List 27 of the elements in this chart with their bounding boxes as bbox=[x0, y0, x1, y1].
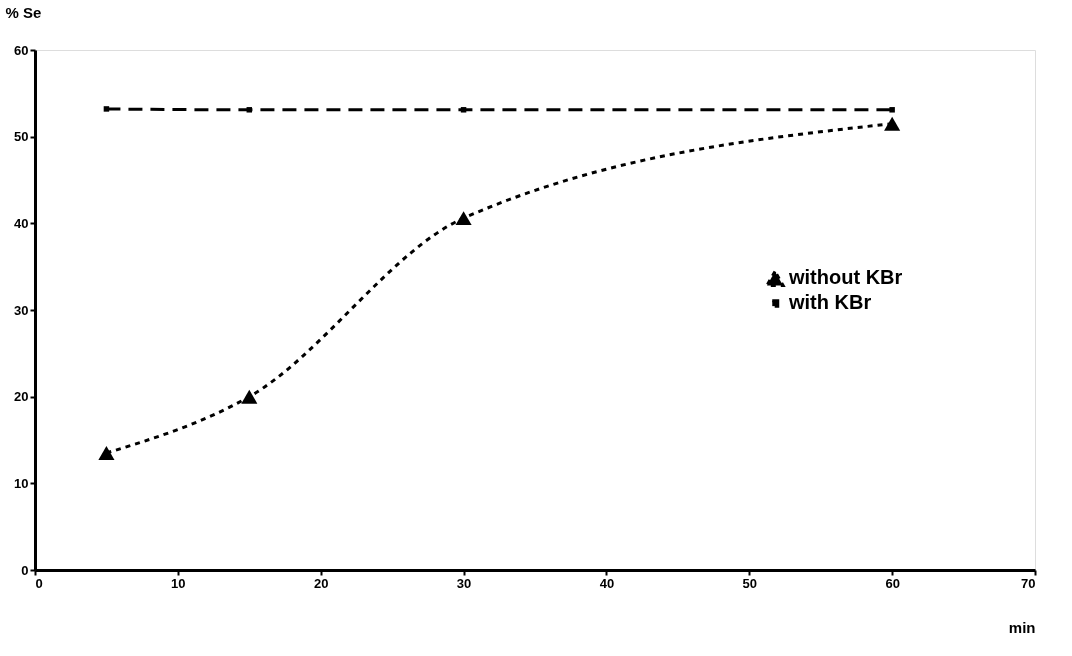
point bbox=[460, 107, 467, 113]
y-tick-label: 10 bbox=[14, 475, 29, 491]
point bbox=[889, 107, 895, 113]
x-tick-label: 40 bbox=[599, 575, 615, 591]
point bbox=[246, 107, 253, 113]
point bbox=[103, 106, 110, 112]
x-tick-label: 30 bbox=[456, 575, 472, 591]
point bbox=[98, 446, 115, 460]
legend-label: with KBr bbox=[788, 291, 872, 314]
y-tick-label: 20 bbox=[14, 389, 29, 405]
x-tick-label: 10 bbox=[171, 575, 186, 591]
point bbox=[241, 389, 258, 404]
y-tick-label: 60 bbox=[14, 42, 29, 58]
x-tick-label: 0 bbox=[35, 575, 43, 591]
y-tick-label: 50 bbox=[14, 129, 29, 145]
y-axis-title: % Se bbox=[5, 3, 42, 21]
y-tick-label: 40 bbox=[14, 215, 29, 231]
y-tick-label: 30 bbox=[14, 302, 29, 318]
x-tick-label: 50 bbox=[742, 575, 758, 591]
point bbox=[884, 116, 901, 131]
x-tick-label: 60 bbox=[885, 575, 900, 591]
x-axis-title: min bbox=[1008, 618, 1036, 636]
y-tick-label: 0 bbox=[21, 562, 29, 578]
legend-label: without KBr bbox=[788, 266, 903, 289]
x-tick-label: 70 bbox=[1021, 575, 1036, 591]
x-tick-label: 20 bbox=[313, 575, 329, 591]
point bbox=[455, 211, 472, 226]
